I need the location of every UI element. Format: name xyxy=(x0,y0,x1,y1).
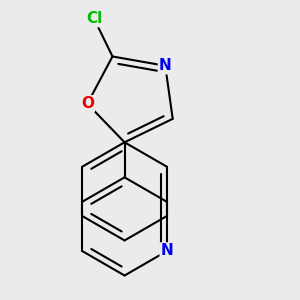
Text: N: N xyxy=(161,244,173,259)
Text: Cl: Cl xyxy=(86,11,102,26)
Text: N: N xyxy=(159,58,172,73)
Text: O: O xyxy=(81,96,94,111)
